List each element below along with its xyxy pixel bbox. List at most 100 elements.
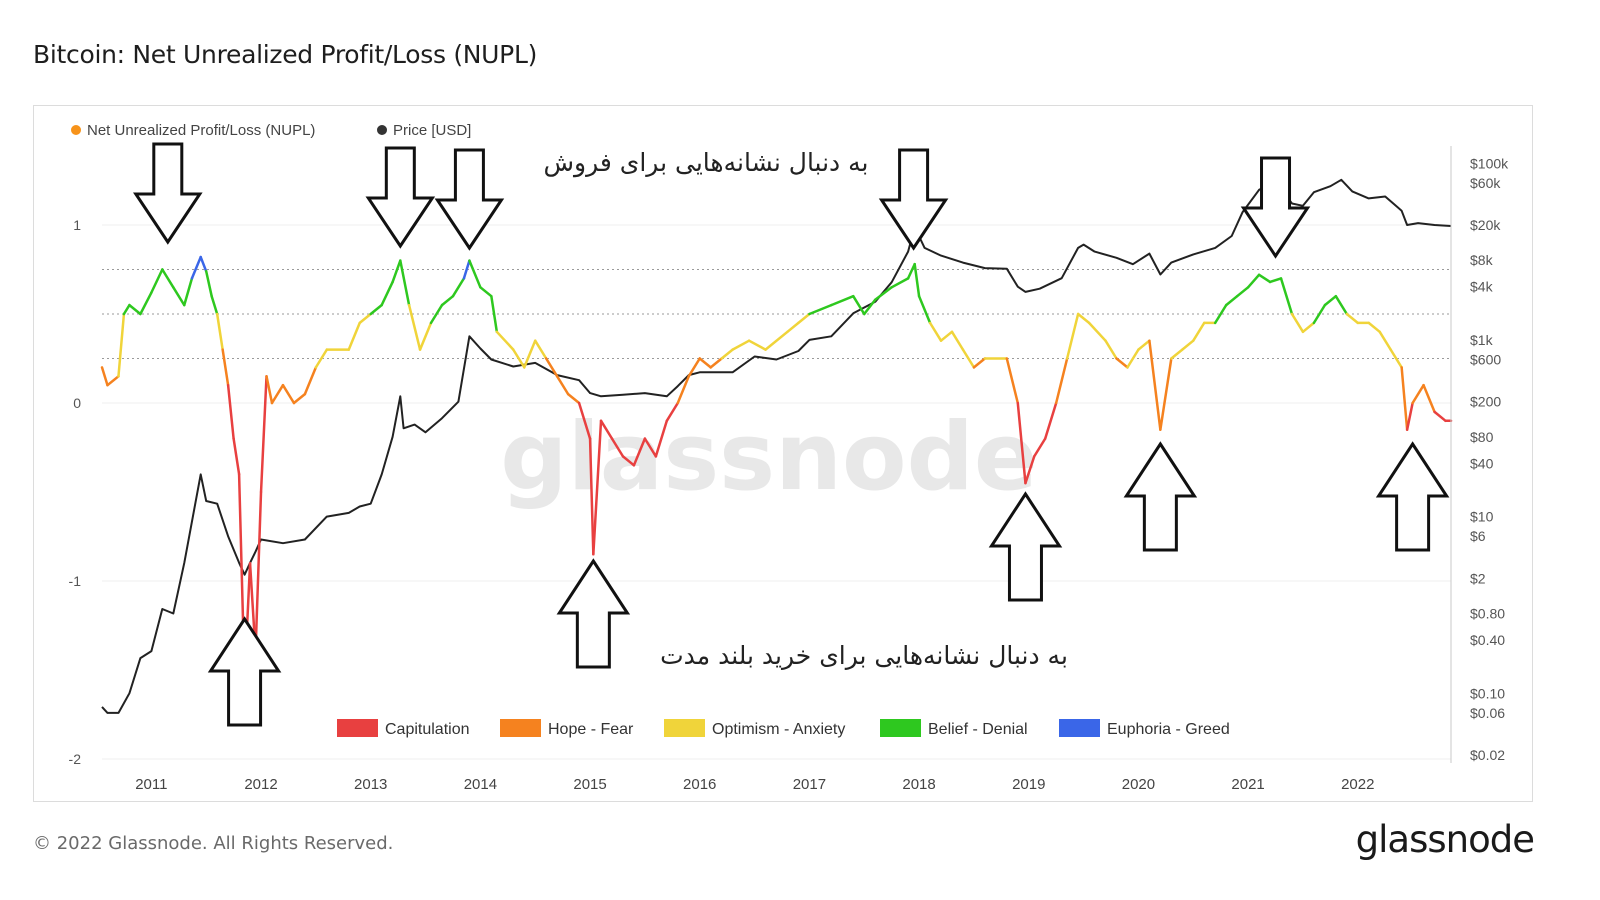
nupl-segment: [577, 401, 592, 440]
y-right-tick-label: $8k: [1470, 252, 1494, 268]
y-left-tick-label: 1: [73, 217, 81, 233]
nupl-segment: [292, 392, 307, 405]
buy-annotation: به دنبال نشانه‌هایی برای خرید بلند مدت: [660, 641, 1068, 670]
y-right-tick-label: $60k: [1470, 175, 1501, 191]
zone-legend-swatch: [880, 719, 921, 737]
y-right-tick-label: $10: [1470, 509, 1494, 525]
nupl-segment: [797, 312, 811, 325]
y-right-tick-label: $0.10: [1470, 685, 1505, 701]
nupl-segment: [555, 375, 570, 396]
legend-dot: [71, 125, 81, 135]
nupl-segment: [391, 259, 402, 284]
nupl-segment: [232, 437, 241, 476]
nupl-segment: [972, 357, 987, 369]
y-right-tick-label: $0.06: [1470, 705, 1505, 721]
chart-frame: glassnode 1 0 -1 -2 $100k $60k $20k $8k $4k $1k $6…: [33, 105, 1533, 802]
nupl-segment: [1246, 273, 1261, 289]
nupl-segment: [917, 294, 932, 325]
nupl-segment: [1400, 366, 1409, 431]
nupl-segment: [1137, 339, 1151, 351]
y-right-tick-label: $100k: [1470, 155, 1509, 171]
zone-legend-label: Capitulation: [385, 721, 470, 738]
nupl-segment: [479, 286, 493, 298]
y-right-tick-label: $4k: [1470, 279, 1494, 295]
nupl-segment: [1411, 383, 1425, 405]
top-legend: Net Unrealized Profit/Loss (NUPL) Price […: [71, 122, 471, 139]
nupl-segment: [347, 321, 361, 351]
nupl-segment: [1345, 312, 1360, 325]
nupl-segment: [1257, 273, 1272, 284]
y-left-tick-label: -1: [69, 573, 82, 589]
nupl-segment: [100, 366, 109, 387]
nupl-segment: [490, 294, 499, 334]
nupl-segment: [939, 330, 954, 342]
sell-annotation: به دنبال نشانه‌هایی برای فروش: [544, 148, 869, 178]
nupl-segment: [621, 455, 636, 467]
y-left-tick-label: -2: [69, 751, 82, 767]
y-right-tick-label: $600: [1470, 352, 1501, 368]
nupl-segment: [358, 312, 372, 325]
y-right-tick-label: $6: [1470, 528, 1486, 544]
y-right-tick-label: $0.40: [1470, 632, 1505, 648]
nupl-segment: [1181, 339, 1195, 351]
nupl-segment: [254, 490, 263, 654]
y-left-tick-label: 0: [73, 395, 81, 411]
nupl-segment: [1148, 339, 1162, 431]
nupl-segment: [106, 375, 120, 387]
nupl-segment: [632, 437, 647, 467]
nupl-segment: [852, 294, 866, 316]
nupl-segment: [687, 357, 701, 378]
sell-arrow: [1240, 156, 1311, 259]
nupl-segment: [764, 330, 789, 351]
x-tick-label: 2021: [1231, 776, 1264, 793]
nupl-segment: [1405, 401, 1414, 431]
nupl-segment: [429, 303, 444, 325]
nupl-segment: [1104, 339, 1118, 360]
buy-arrow: [1375, 441, 1450, 552]
nupl-segment: [265, 375, 274, 405]
x-tick-label: 2011: [135, 776, 167, 793]
buy-arrow: [207, 616, 282, 727]
y-right-tick-label: $1k: [1470, 332, 1494, 348]
nupl-segment: [676, 375, 691, 405]
legend-dot: [377, 125, 387, 135]
nupl-segment: [1422, 383, 1436, 414]
nupl-segment: [950, 330, 965, 351]
sell-arrow: [434, 148, 505, 251]
nupl-segment: [1323, 294, 1338, 307]
y-right-tick-label: $40: [1470, 455, 1494, 471]
zone-legend-swatch: [500, 719, 541, 737]
y-right-tick-label: $200: [1470, 394, 1501, 410]
nupl-segment: [190, 255, 202, 280]
nupl-segment: [1433, 410, 1447, 423]
nupl-segment: [369, 303, 383, 316]
nupl-segment: [462, 259, 471, 280]
nupl-segment: [1032, 437, 1047, 458]
zone-legend: Capitulation Hope - Fear Optimism - Anxiet…: [337, 719, 1230, 738]
nupl-segment: [512, 348, 526, 369]
grid-lines: [102, 224, 1451, 760]
nupl-segment: [172, 286, 186, 307]
sell-arrow: [878, 148, 949, 251]
nupl-segment: [440, 294, 455, 307]
x-tick-label: 2012: [244, 776, 277, 793]
y-right-tick-label: $20k: [1470, 217, 1501, 233]
x-tick-label: 2017: [793, 776, 826, 793]
nupl-segment: [215, 312, 224, 351]
nupl-segment: [1076, 312, 1091, 325]
nupl-segment: [270, 383, 285, 405]
nupl-segment: [183, 277, 194, 307]
nupl-segment: [210, 294, 219, 316]
sell-arrow: [133, 142, 203, 245]
nupl-segment: [808, 303, 833, 316]
nupl-segment: [873, 286, 893, 302]
nupl-segment: [1290, 312, 1305, 334]
nupl-segment: [731, 339, 751, 351]
nupl-chart: glassnode 1 0 -1 -2 $100k $60k $20k $8k $4k $1k $6…: [69, 122, 1510, 793]
zone-legend-label: Euphoria - Greed: [1107, 721, 1230, 738]
y-right-tick-label: $0.02: [1470, 747, 1505, 763]
watermark: glassnode: [500, 403, 1037, 512]
zone-legend-label: Optimism - Anxiety: [712, 721, 845, 738]
x-tick-label: 2013: [354, 776, 387, 793]
x-tick-label: 2019: [1012, 776, 1045, 793]
